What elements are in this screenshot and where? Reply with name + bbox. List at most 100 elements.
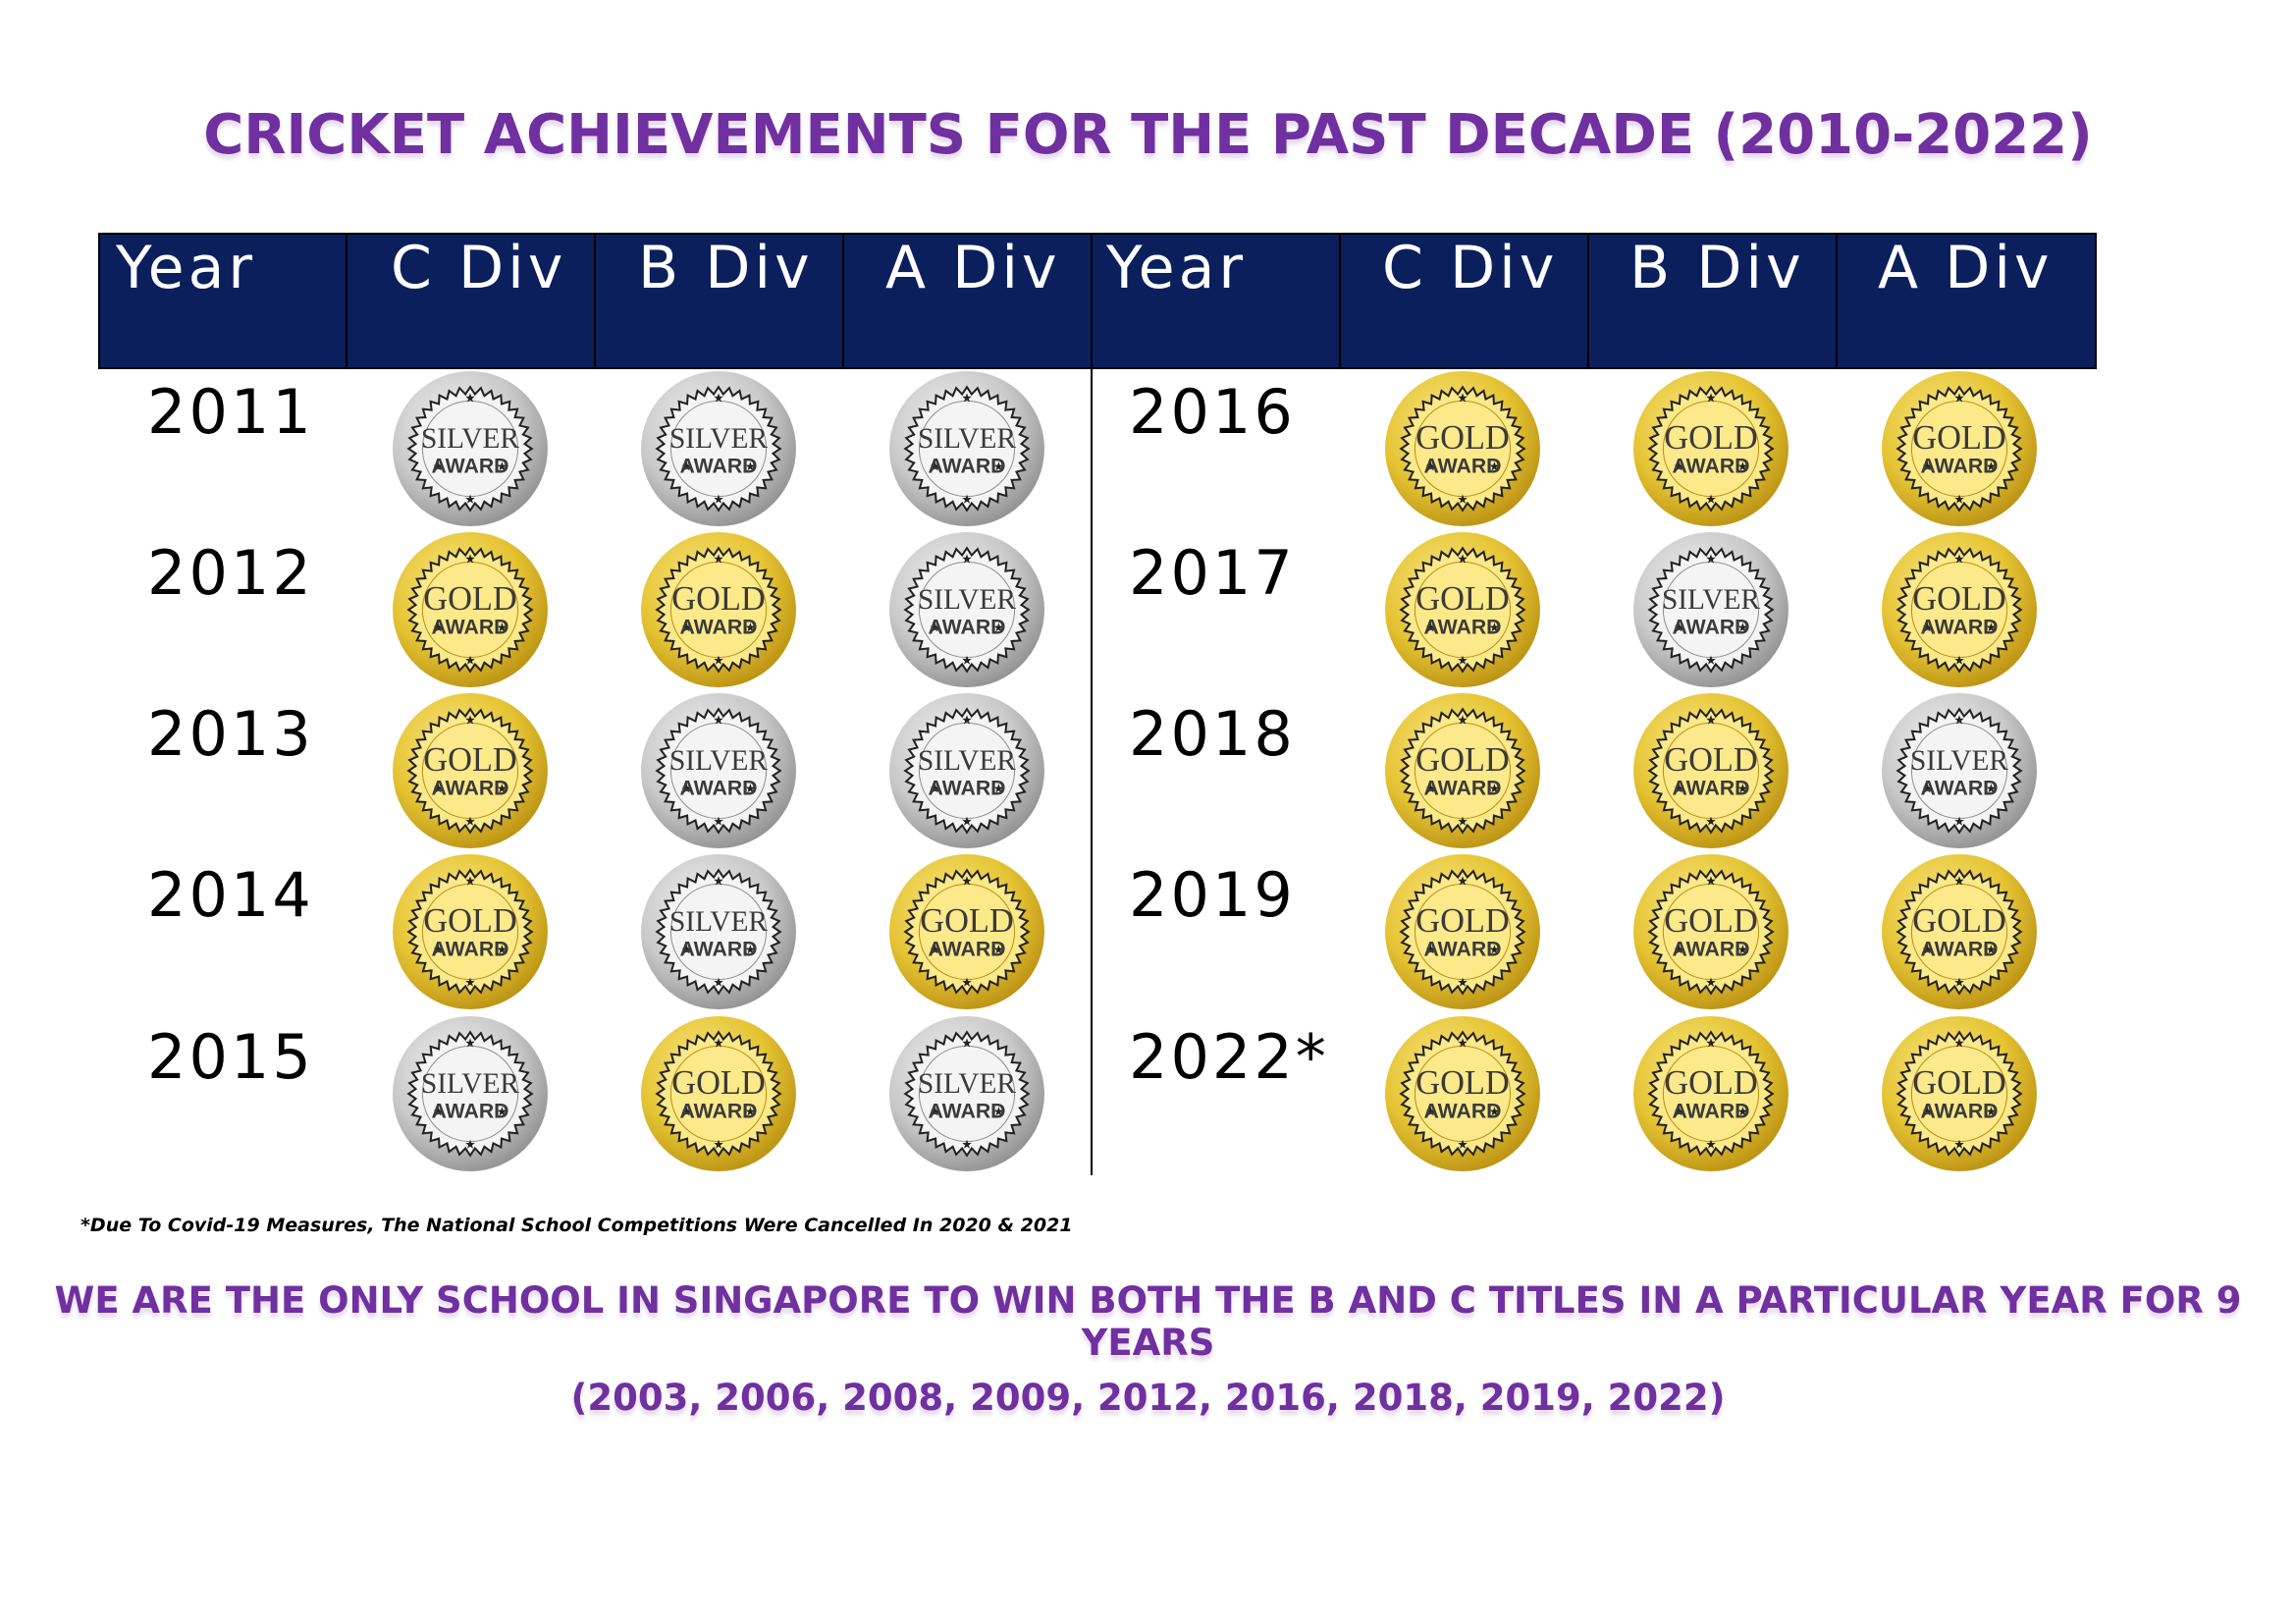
medal-label: GOLD [1912, 902, 2006, 940]
year-label: 2013 [147, 698, 314, 770]
medal-sublabel: AWARD [431, 1099, 508, 1122]
medal-label: SILVER [918, 745, 1016, 777]
medal-sublabel: AWARD [1672, 776, 1749, 799]
medal-sublabel: AWARD [928, 1099, 1005, 1122]
medal-sublabel: AWARD [679, 1099, 757, 1122]
medal-label: SILVER [669, 745, 768, 777]
medal-label: SILVER [421, 423, 519, 455]
year-label: 2012 [147, 537, 314, 609]
header-b-div-left: B Div [638, 234, 814, 302]
header-divider [842, 233, 844, 367]
medal-label: GOLD [920, 902, 1014, 940]
header-b-div-right: B Div [1629, 234, 1805, 302]
medal-sublabel: AWARD [1920, 454, 1998, 477]
medal-sublabel: AWARD [1423, 937, 1501, 960]
header-divider [594, 233, 596, 367]
year-label: 2015 [147, 1021, 314, 1093]
medal-label: GOLD [1415, 419, 1510, 457]
medal-sublabel: AWARD [928, 937, 1005, 960]
achievement-claim: WE ARE THE ONLY SCHOOL IN SINGAPORE TO W… [54, 1279, 2242, 1364]
medal-label: GOLD [1664, 1064, 1758, 1102]
medal-label: SILVER [669, 906, 768, 938]
medal-sublabel: AWARD [1423, 615, 1501, 638]
medal-label: GOLD [1415, 580, 1510, 618]
achievement-years: (2003, 2006, 2008, 2009, 2012, 2016, 201… [570, 1377, 1726, 1419]
header-year-left: Year [116, 234, 257, 302]
medal-sublabel: AWARD [928, 776, 1005, 799]
medal-label: GOLD [671, 1064, 766, 1102]
medal-sublabel: AWARD [431, 776, 508, 799]
year-label: 2018 [1129, 698, 1296, 770]
medal-sublabel: AWARD [1672, 937, 1749, 960]
center-divider [1091, 365, 1093, 1175]
footnote: *Due To Covid-19 Measures, The National … [80, 1215, 1073, 1236]
medal-sublabel: AWARD [1920, 776, 1998, 799]
medal-sublabel: AWARD [1672, 1099, 1749, 1122]
medal-label: GOLD [1664, 741, 1758, 779]
medal-label: GOLD [1664, 419, 1758, 457]
year-label: 2011 [147, 376, 314, 448]
medal-sublabel: AWARD [431, 615, 508, 638]
medal-label: GOLD [423, 741, 517, 779]
medal-label: GOLD [1415, 1064, 1510, 1102]
header-c-div-right: C Div [1382, 234, 1559, 302]
table-header [98, 233, 2097, 369]
medal-label: GOLD [423, 580, 517, 618]
medal-label: GOLD [1912, 1064, 2006, 1102]
medal-sublabel: AWARD [1920, 937, 1998, 960]
medal-sublabel: AWARD [679, 454, 757, 477]
medal-sublabel: AWARD [679, 937, 757, 960]
year-label: 2016 [1129, 376, 1296, 448]
year-label: 2022* [1129, 1021, 1329, 1093]
medal-sublabel: AWARD [928, 454, 1005, 477]
medal-label: SILVER [918, 423, 1016, 455]
page-title: CRICKET ACHIEVEMENTS FOR THE PAST DECADE… [203, 103, 2093, 167]
medal-sublabel: AWARD [1423, 1099, 1501, 1122]
medal-sublabel: AWARD [1672, 615, 1749, 638]
header-divider [346, 233, 347, 367]
medal-label: GOLD [1912, 419, 2006, 457]
medal-label: SILVER [669, 423, 768, 455]
header-a-div-left: A Div [885, 234, 1061, 302]
year-label: 2019 [1129, 859, 1296, 931]
medal-sublabel: AWARD [1423, 454, 1501, 477]
medal-label: SILVER [1910, 745, 2008, 777]
medal-sublabel: AWARD [679, 615, 757, 638]
medal-label: GOLD [1912, 580, 2006, 618]
medal-label: SILVER [918, 1068, 1016, 1100]
medal-label: GOLD [423, 902, 517, 940]
header-a-div-right: A Div [1878, 234, 2054, 302]
medal-sublabel: AWARD [1672, 454, 1749, 477]
medal-label: GOLD [671, 580, 766, 618]
medal-label: GOLD [1415, 902, 1510, 940]
medal-sublabel: AWARD [1920, 615, 1998, 638]
header-c-div-left: C Div [391, 234, 567, 302]
medal-label: GOLD [1664, 902, 1758, 940]
